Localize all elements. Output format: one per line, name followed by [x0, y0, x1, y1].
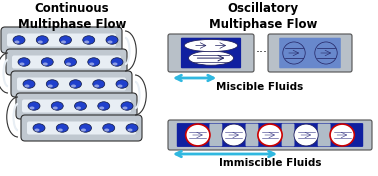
- FancyBboxPatch shape: [1, 27, 122, 53]
- FancyBboxPatch shape: [282, 124, 294, 146]
- FancyBboxPatch shape: [318, 124, 330, 146]
- Ellipse shape: [184, 39, 238, 52]
- Ellipse shape: [330, 124, 354, 146]
- Ellipse shape: [74, 102, 87, 110]
- Ellipse shape: [189, 51, 234, 65]
- FancyBboxPatch shape: [268, 34, 352, 72]
- Ellipse shape: [258, 124, 282, 146]
- Ellipse shape: [66, 62, 71, 65]
- Ellipse shape: [107, 40, 113, 43]
- Ellipse shape: [84, 40, 89, 43]
- Text: Immiscible Fluids: Immiscible Fluids: [219, 158, 321, 168]
- Ellipse shape: [41, 58, 53, 66]
- Text: ···: ···: [256, 46, 268, 59]
- FancyBboxPatch shape: [168, 34, 254, 72]
- FancyBboxPatch shape: [16, 93, 137, 119]
- Ellipse shape: [99, 106, 104, 109]
- Ellipse shape: [29, 106, 34, 109]
- FancyBboxPatch shape: [6, 49, 127, 75]
- FancyBboxPatch shape: [27, 121, 136, 134]
- Ellipse shape: [104, 128, 109, 131]
- Ellipse shape: [294, 124, 318, 146]
- Text: Oscillatory
Multiphase Flow: Oscillatory Multiphase Flow: [209, 2, 317, 31]
- Ellipse shape: [56, 124, 68, 132]
- Ellipse shape: [14, 40, 20, 43]
- Ellipse shape: [118, 84, 122, 87]
- FancyBboxPatch shape: [17, 77, 126, 90]
- Ellipse shape: [116, 80, 128, 88]
- Ellipse shape: [36, 36, 48, 44]
- Ellipse shape: [79, 124, 91, 132]
- Ellipse shape: [18, 58, 30, 66]
- Ellipse shape: [111, 58, 123, 66]
- FancyBboxPatch shape: [279, 38, 341, 68]
- Ellipse shape: [48, 84, 53, 87]
- FancyBboxPatch shape: [168, 120, 372, 150]
- Ellipse shape: [34, 128, 39, 131]
- Ellipse shape: [70, 80, 82, 88]
- Ellipse shape: [61, 40, 66, 43]
- FancyBboxPatch shape: [21, 115, 142, 141]
- Ellipse shape: [121, 102, 133, 110]
- FancyBboxPatch shape: [209, 124, 222, 146]
- FancyBboxPatch shape: [11, 71, 132, 97]
- Ellipse shape: [28, 102, 40, 110]
- Ellipse shape: [106, 36, 118, 44]
- FancyBboxPatch shape: [246, 124, 259, 146]
- FancyBboxPatch shape: [7, 33, 116, 46]
- Ellipse shape: [76, 106, 81, 109]
- FancyBboxPatch shape: [12, 55, 121, 68]
- Ellipse shape: [58, 128, 63, 131]
- FancyBboxPatch shape: [22, 99, 131, 112]
- FancyBboxPatch shape: [177, 123, 363, 147]
- Ellipse shape: [33, 124, 45, 132]
- Ellipse shape: [103, 124, 115, 132]
- Ellipse shape: [13, 36, 25, 44]
- Ellipse shape: [186, 124, 210, 146]
- Text: Continuous
Multiphase Flow: Continuous Multiphase Flow: [18, 2, 126, 31]
- Ellipse shape: [81, 128, 86, 131]
- Ellipse shape: [222, 124, 246, 146]
- Ellipse shape: [20, 62, 25, 65]
- Ellipse shape: [53, 106, 58, 109]
- Ellipse shape: [127, 128, 133, 131]
- Ellipse shape: [59, 36, 71, 44]
- Ellipse shape: [25, 84, 29, 87]
- Text: Miscible Fluids: Miscible Fluids: [216, 82, 304, 92]
- Ellipse shape: [122, 106, 127, 109]
- Ellipse shape: [89, 62, 94, 65]
- Ellipse shape: [283, 42, 305, 64]
- Ellipse shape: [113, 62, 118, 65]
- Ellipse shape: [38, 40, 43, 43]
- Ellipse shape: [46, 80, 58, 88]
- Ellipse shape: [71, 84, 76, 87]
- Ellipse shape: [94, 84, 99, 87]
- Ellipse shape: [83, 36, 95, 44]
- Ellipse shape: [88, 58, 100, 66]
- Ellipse shape: [23, 80, 35, 88]
- Ellipse shape: [43, 62, 48, 65]
- Ellipse shape: [51, 102, 63, 110]
- Ellipse shape: [65, 58, 76, 66]
- Ellipse shape: [98, 102, 110, 110]
- Ellipse shape: [126, 124, 138, 132]
- Ellipse shape: [315, 42, 337, 64]
- FancyBboxPatch shape: [181, 38, 241, 68]
- Ellipse shape: [93, 80, 105, 88]
